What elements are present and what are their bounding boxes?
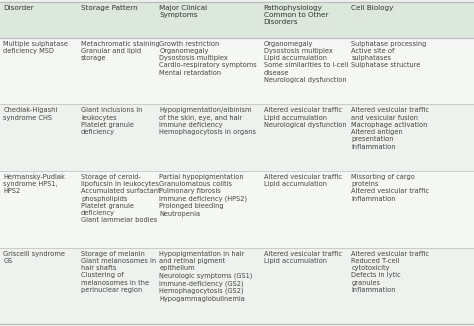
Text: Storage of melanin
Giant melanosomes in
hair shafts
Clustering of
melanosomes in: Storage of melanin Giant melanosomes in … xyxy=(81,251,156,293)
Text: Partial hypopigmentation
Granulomatous colitis
Pulmonary fibrosis
Immune deficie: Partial hypopigmentation Granulomatous c… xyxy=(159,174,247,216)
Text: Altered vesicular traffic
Reduced T-cell
cytotoxicity
Defects in lytic
granules
: Altered vesicular traffic Reduced T-cell… xyxy=(351,251,429,293)
Text: Chediak-Higashi
syndrome CHS: Chediak-Higashi syndrome CHS xyxy=(3,107,57,121)
Text: Growth restriction
Organomegaly
Dysostosis multiplex
Cardio-respiratory symptoms: Growth restriction Organomegaly Dysostos… xyxy=(159,41,257,76)
Text: Cell Biology: Cell Biology xyxy=(351,5,393,10)
Bar xyxy=(0,104,474,171)
Text: Hypopigmentation/albinism
of the skin, eye, and hair
Immune deficiency
Hemophago: Hypopigmentation/albinism of the skin, e… xyxy=(159,107,256,135)
Text: Sulphatase processing
Active site of
sulphatases
Sulphatase structure: Sulphatase processing Active site of sul… xyxy=(351,41,427,68)
Text: Hermansky-Pudlak
syndrome HPS1,
HPS2: Hermansky-Pudlak syndrome HPS1, HPS2 xyxy=(3,174,65,194)
Text: Altered vesicular traffic
Lipid accumulation
Neurological dysfunction: Altered vesicular traffic Lipid accumula… xyxy=(264,107,346,128)
Bar xyxy=(0,38,474,104)
Text: Pathophysiology
Common to Other
Disorders: Pathophysiology Common to Other Disorder… xyxy=(264,5,328,25)
Text: Disorder: Disorder xyxy=(3,5,34,10)
Bar xyxy=(0,171,474,248)
Text: Altered vesicular traffic
and vesicular fusion
Macrophage activation
Altered ant: Altered vesicular traffic and vesicular … xyxy=(351,107,429,150)
Text: Hypopigmentation in hair
and retinal pigment
epithelium
Neurologic symptoms (GS1: Hypopigmentation in hair and retinal pig… xyxy=(159,251,253,302)
Bar xyxy=(0,2,474,38)
Text: Missorting of cargo
proteins
Altered vesicular traffic
Inflammation: Missorting of cargo proteins Altered ves… xyxy=(351,174,429,201)
Text: Storage of ceroid-
lipofucsin in leukocytes
Accumulated surfactant
phospholipids: Storage of ceroid- lipofucsin in leukocy… xyxy=(81,174,161,223)
Text: Altered vesicular traffic
Lipid accumulation: Altered vesicular traffic Lipid accumula… xyxy=(264,251,342,264)
Bar xyxy=(0,248,474,324)
Text: Multiple sulphatase
deficiency MSD: Multiple sulphatase deficiency MSD xyxy=(3,41,68,54)
Text: Giant inclusions in
leukocytes
Platelet granule
deficiency: Giant inclusions in leukocytes Platelet … xyxy=(81,107,142,135)
Text: Metachromatic staining
Granular and lipid
storage: Metachromatic staining Granular and lipi… xyxy=(81,41,160,61)
Text: Altered vesicular traffic
Lipid accumulation: Altered vesicular traffic Lipid accumula… xyxy=(264,174,342,187)
Text: Organomegaly
Dysostosis multiplex
Lipid accumulation
Some similarities to I-cell: Organomegaly Dysostosis multiplex Lipid … xyxy=(264,41,348,83)
Text: Storage Pattern: Storage Pattern xyxy=(81,5,137,10)
Text: Griscelli syndrome
GS: Griscelli syndrome GS xyxy=(3,251,65,264)
Text: Major Clinical
Symptoms: Major Clinical Symptoms xyxy=(159,5,208,18)
